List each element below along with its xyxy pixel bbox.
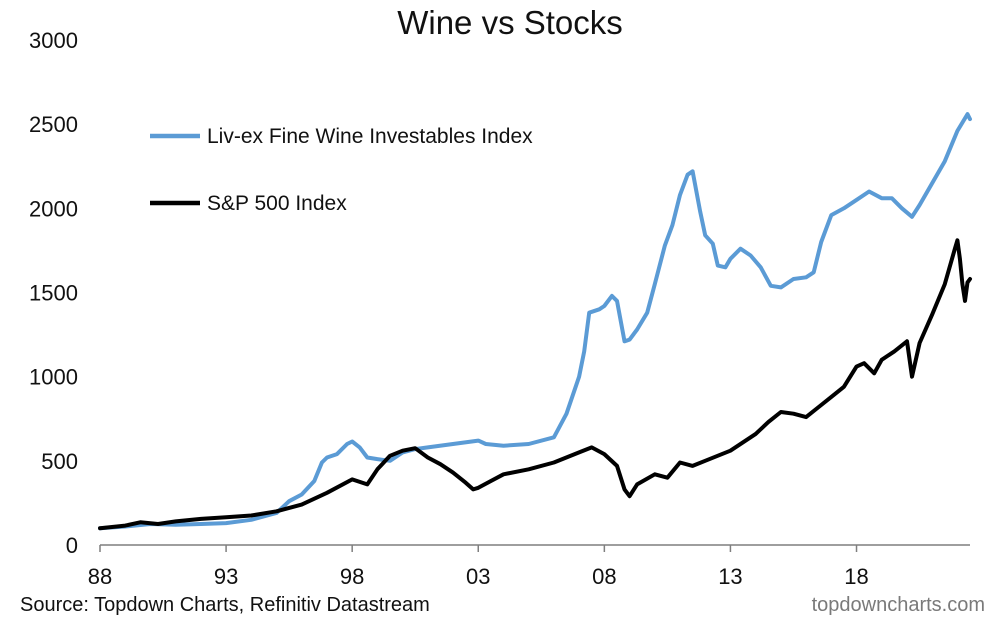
x-axis: 88 93 98 03 08 13 18 [88, 544, 970, 589]
x-tick-label: 88 [88, 564, 112, 589]
y-tick-label: 2000 [29, 196, 78, 221]
y-tick-label: 0 [66, 533, 78, 558]
y-axis: 0 500 1000 1500 2000 2500 3000 [29, 28, 78, 558]
brand-watermark: topdowncharts.com [812, 594, 985, 616]
legend-label: Liv-ex Fine Wine Investables Index [207, 125, 533, 148]
x-tick-label: 18 [844, 564, 868, 589]
x-tick-label: 13 [718, 564, 742, 589]
legend: Liv-ex Fine Wine Investables Index S&P 50… [150, 125, 533, 215]
chart-title: Wine vs Stocks [397, 4, 623, 41]
series-line-1 [98, 112, 972, 531]
source-note: Source: Topdown Charts, Refinitiv Datast… [20, 594, 430, 616]
x-tick-label: 08 [592, 564, 616, 589]
y-tick-label: 500 [41, 449, 78, 474]
x-tick-label: 98 [340, 564, 364, 589]
x-tick-label: 03 [466, 564, 490, 589]
y-tick-label: 2500 [29, 112, 78, 137]
legend-label: S&P 500 Index [207, 192, 347, 215]
plot-area [98, 112, 972, 531]
x-tick-label: 93 [214, 564, 238, 589]
y-tick-label: 1000 [29, 365, 78, 390]
series-line-2 [98, 238, 972, 531]
y-tick-label: 1500 [29, 281, 78, 306]
y-tick-label: 3000 [29, 28, 78, 53]
